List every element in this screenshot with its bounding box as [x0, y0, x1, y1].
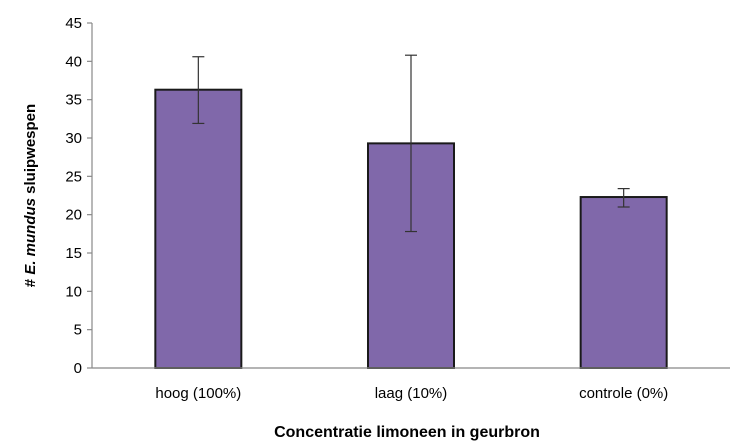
bar [154, 88, 243, 369]
y-axis-title-species: E. mundus [22, 198, 39, 275]
x-category-label: controle (0%) [579, 385, 668, 402]
y-tick-label: 35 [65, 92, 82, 109]
y-tick-label: 10 [65, 283, 82, 300]
y-tick-label: 45 [65, 15, 82, 32]
x-category-label: laag (10%) [375, 385, 448, 402]
y-axis-title: # E. mundus sluipwespen [22, 104, 39, 287]
bar [579, 196, 668, 369]
x-axis-labels: hoog (100%) laag (10%) controle (0%) [155, 385, 668, 402]
y-tick-label: 40 [65, 53, 82, 70]
y-axis-title-suffix: sluipwespen [22, 104, 39, 198]
y-tick-label: 20 [65, 207, 82, 224]
y-axis-ticks: 0 5 10 15 20 25 30 35 40 45 [65, 15, 92, 377]
x-category-label: hoog (100%) [155, 385, 241, 402]
y-tick-label: 25 [65, 168, 82, 185]
y-axis-title-prefix: # [22, 275, 39, 288]
y-tick-label: 30 [65, 130, 82, 147]
y-tick-label: 5 [74, 322, 82, 339]
error-bars [192, 54, 630, 233]
y-tick-label: 0 [74, 360, 82, 377]
y-tick-label: 15 [65, 245, 82, 262]
x-axis-title: Concentratie limoneen in geurbron [274, 424, 540, 441]
